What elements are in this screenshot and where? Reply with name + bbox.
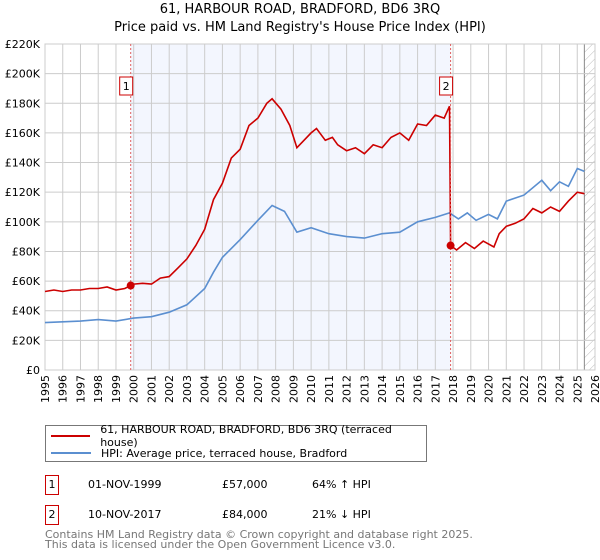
y-tick-label: £20K xyxy=(12,334,41,347)
x-tick-label: 1998 xyxy=(92,375,105,403)
x-tick-label: 1999 xyxy=(110,375,123,403)
x-tick-label: 2001 xyxy=(145,375,158,403)
x-tick-label: 2019 xyxy=(465,375,478,403)
x-tick-label: 2014 xyxy=(376,375,389,403)
x-tick-label: 2022 xyxy=(518,375,531,403)
transaction-price: £57,000 xyxy=(222,478,268,491)
x-tick-label: 2009 xyxy=(287,375,300,403)
transaction-row: 2 10-NOV-2017 £84,000 21% ↓ HPI xyxy=(45,505,545,525)
x-tick-label: 2024 xyxy=(554,375,567,403)
sale-label: 1 xyxy=(123,80,130,93)
y-tick-label: £120K xyxy=(5,186,41,199)
chart-subtitle: Price paid vs. HM Land Registry's House … xyxy=(114,20,486,35)
transaction-hpi: 64% ↑ HPI xyxy=(312,478,371,491)
shaded-period xyxy=(130,44,451,370)
x-tick-label: 2003 xyxy=(181,375,194,403)
plot-frame xyxy=(44,43,596,371)
x-tick-label: 2026 xyxy=(589,375,600,403)
transaction-hpi: 21% ↓ HPI xyxy=(312,508,371,521)
x-tick-label: 2020 xyxy=(483,375,496,403)
y-tick-label: £80K xyxy=(12,245,41,258)
hpi-line xyxy=(44,167,585,324)
x-tick-label: 2010 xyxy=(305,375,318,403)
x-tick-label: 2025 xyxy=(571,375,584,403)
y-tick-label: £180K xyxy=(5,97,41,110)
chart-title: 61, HARBOUR ROAD, BRADFORD, BD6 3RQ xyxy=(159,2,441,17)
transaction-row: 1 01-NOV-1999 £57,000 64% ↑ HPI xyxy=(45,475,545,495)
legend-swatch-hpi xyxy=(51,452,91,454)
y-tick-label: £0 xyxy=(26,364,40,377)
y-tick-label: £100K xyxy=(5,216,41,229)
x-tick-label: 1997 xyxy=(74,375,87,403)
x-tick-label: 2018 xyxy=(447,375,460,403)
x-tick-label: 2007 xyxy=(252,375,265,403)
sale-label-box xyxy=(439,76,454,96)
sale-point xyxy=(446,241,455,250)
x-tick-label: 2000 xyxy=(128,375,141,403)
footer-copyright: Contains HM Land Registry data © Crown c… xyxy=(45,528,473,541)
y-tick-label: £60K xyxy=(12,275,41,288)
footer: Contains HM Land Registry data © Crown c… xyxy=(45,528,473,551)
legend-label-hpi: HPI: Average price, terraced house, Brad… xyxy=(101,446,348,460)
x-tick-label: 2023 xyxy=(536,375,549,403)
legend-swatch-property xyxy=(51,435,91,437)
sale-point xyxy=(126,281,135,290)
x-tick-label: 2008 xyxy=(270,375,283,403)
y-tick-label: £140K xyxy=(5,157,41,170)
legend-label-property: 61, HARBOUR ROAD, BRADFORD, BD6 3RQ (ter… xyxy=(100,423,392,449)
x-tick-label: 2021 xyxy=(500,375,513,403)
y-tick-label: £160K xyxy=(5,127,41,140)
sale-label-box xyxy=(119,76,134,96)
y-tick-label: £200K xyxy=(5,68,41,81)
y-tick-label: £40K xyxy=(12,305,41,318)
y-tick-label: £220K xyxy=(5,38,41,51)
x-tick-label: 2017 xyxy=(429,375,442,403)
x-tick-label: 2016 xyxy=(412,375,425,403)
sale-label: 2 xyxy=(443,80,450,93)
x-tick-label: 2011 xyxy=(323,375,336,403)
transaction-badge: 2 xyxy=(45,505,59,525)
x-tick-label: 1996 xyxy=(57,375,70,403)
x-tick-label: 2013 xyxy=(358,375,371,403)
transaction-badge: 1 xyxy=(45,475,59,495)
x-tick-label: 2015 xyxy=(394,375,407,403)
x-tick-label: 2005 xyxy=(216,375,229,403)
x-tick-label: 2002 xyxy=(163,375,176,403)
forecast-hatch xyxy=(584,44,595,370)
footer-licence: This data is licensed under the Open Gov… xyxy=(45,538,396,551)
x-tick-label: 2004 xyxy=(199,375,212,403)
transaction-date: 01-NOV-1999 xyxy=(88,478,162,491)
price-chart: 1995 1996 1997 1998 1999 2000 2001 2002 2003 2004… xyxy=(5,38,600,403)
x-tick-label: 2012 xyxy=(341,375,354,403)
transaction-date: 10-NOV-2017 xyxy=(88,508,162,521)
transaction-price: £84,000 xyxy=(222,508,268,521)
legend: 61, HARBOUR ROAD, BRADFORD, BD6 3RQ (ter… xyxy=(45,423,427,462)
x-tick-label: 1995 xyxy=(39,375,52,403)
x-tick-label: 2006 xyxy=(234,375,247,403)
